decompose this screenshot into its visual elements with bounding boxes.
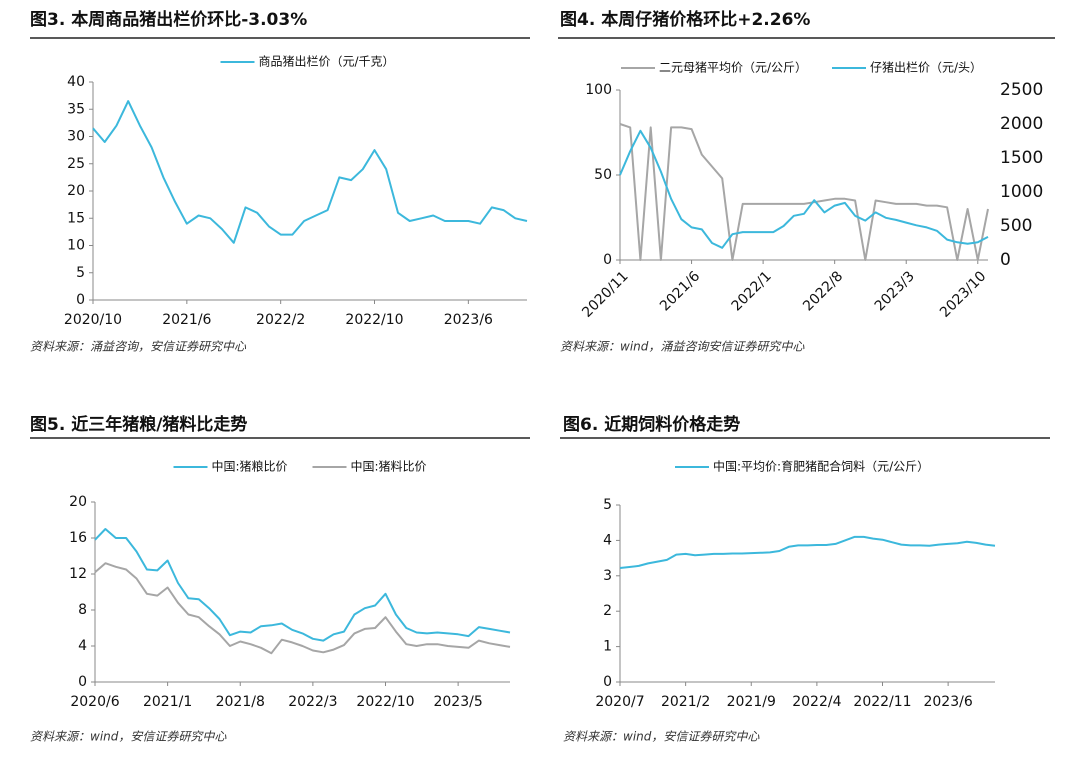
x-tick-label: 2022/8 xyxy=(800,268,846,314)
y-tick-label: 1 xyxy=(603,639,612,655)
y-tick-label: 3 xyxy=(603,568,612,584)
source-note: 资料来源：wind，安信证券研究中心 xyxy=(30,730,227,744)
x-tick-label: 2020/7 xyxy=(595,694,644,710)
y-tick-label: 5 xyxy=(76,265,85,281)
x-tick-label: 2021/1 xyxy=(143,694,192,710)
y-tick-label: 5 xyxy=(603,497,612,513)
series-line xyxy=(619,123,989,261)
series-line xyxy=(94,562,511,655)
y-tick-label: 0 xyxy=(76,292,85,308)
source-note: 资料来源：涌益咨询，安信证券研究中心 xyxy=(30,340,247,354)
y-tick-label: 40 xyxy=(67,74,85,90)
y-tick-label: 20 xyxy=(69,494,87,510)
x-tick-label: 2023/5 xyxy=(433,694,482,710)
y-tick-label: 35 xyxy=(67,101,85,117)
legend-label: 中国:猪料比价 xyxy=(351,459,427,474)
y-tick-label: 15 xyxy=(67,210,85,226)
y2-tick-label: 1000 xyxy=(1000,182,1043,202)
x-tick-label: 2021/6 xyxy=(657,268,703,314)
chart-title: 图6. 近期饲料价格走势 xyxy=(563,414,740,435)
y2-tick-label: 2500 xyxy=(1000,80,1043,100)
y-tick-label: 25 xyxy=(67,156,85,172)
x-tick-label: 2023/6 xyxy=(444,312,493,328)
y-tick-label: 8 xyxy=(78,602,87,618)
series-line xyxy=(94,528,511,642)
legend-label: 二元母猪平均价（元/公斤） xyxy=(659,61,807,75)
x-tick-label: 2020/6 xyxy=(70,694,119,710)
x-tick-label: 2022/11 xyxy=(853,694,911,710)
x-tick-label: 2020/11 xyxy=(579,268,631,320)
x-tick-label: 2021/2 xyxy=(661,694,710,710)
y-tick-label: 50 xyxy=(594,167,612,183)
x-tick-label: 2021/6 xyxy=(162,312,211,328)
chart-title: 图5. 近三年猪粮/猪料比走势 xyxy=(30,414,247,435)
x-tick-label: 2022/2 xyxy=(256,312,305,328)
series-line xyxy=(92,100,528,244)
x-tick-label: 2022/1 xyxy=(729,268,775,314)
legend-label: 中国:猪粮比价 xyxy=(212,459,288,474)
y-tick-label: 2 xyxy=(603,603,612,619)
x-tick-label: 2020/10 xyxy=(64,312,122,328)
y2-tick-label: 2000 xyxy=(1000,114,1043,134)
x-tick-label: 2023/6 xyxy=(923,694,972,710)
y2-tick-label: 0 xyxy=(1000,250,1011,270)
legend-label: 商品猪出栏价（元/千克） xyxy=(259,54,395,69)
y-tick-label: 0 xyxy=(78,674,87,690)
legend-label: 仔猪出栏价（元/头） xyxy=(870,60,982,75)
x-tick-label: 2023/10 xyxy=(937,268,989,320)
y-tick-label: 4 xyxy=(603,532,612,548)
y-tick-label: 20 xyxy=(67,183,85,199)
series-line xyxy=(619,535,996,569)
y-tick-label: 0 xyxy=(603,252,612,268)
series-line xyxy=(619,129,989,249)
x-tick-label: 2022/10 xyxy=(356,694,414,710)
legend-label: 中国:平均价:育肥猪配合饲料（元/公斤） xyxy=(713,459,929,474)
x-tick-label: 2022/10 xyxy=(345,312,403,328)
x-tick-label: 2022/4 xyxy=(792,694,841,710)
y2-tick-label: 500 xyxy=(1000,216,1032,236)
y-tick-label: 0 xyxy=(603,674,612,690)
source-note: 资料来源：wind，涌益咨询安信证券研究中心 xyxy=(560,340,805,354)
x-tick-label: 2021/8 xyxy=(216,694,265,710)
y-tick-label: 16 xyxy=(69,530,87,546)
chart-title: 图3. 本周商品猪出栏价环比-3.03% xyxy=(30,9,307,30)
y-tick-label: 30 xyxy=(67,129,85,145)
x-tick-label: 2022/3 xyxy=(288,694,337,710)
chart-title: 图4. 本周仔猪价格环比+2.26% xyxy=(560,9,810,30)
y-tick-label: 12 xyxy=(69,566,87,582)
x-tick-label: 2023/3 xyxy=(872,268,918,314)
source-note: 资料来源：wind，安信证券研究中心 xyxy=(563,730,760,744)
x-tick-label: 2021/9 xyxy=(727,694,776,710)
y-tick-label: 4 xyxy=(78,638,87,654)
y-tick-label: 100 xyxy=(585,82,612,98)
y2-tick-label: 1500 xyxy=(1000,148,1043,168)
y-tick-label: 10 xyxy=(67,238,85,254)
